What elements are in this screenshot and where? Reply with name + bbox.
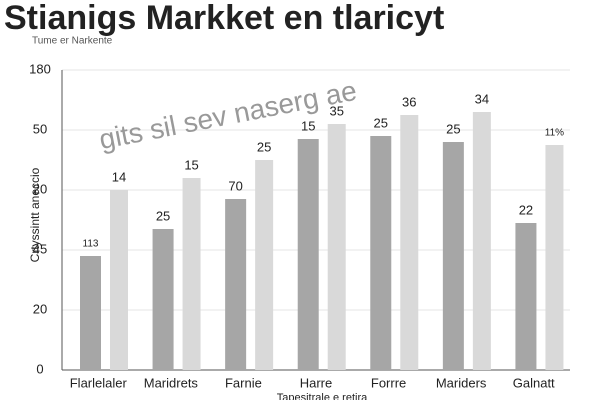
value-label: 15 xyxy=(301,118,315,133)
y-tick-label: 20 xyxy=(33,301,47,316)
bar xyxy=(110,190,128,370)
value-label: 25 xyxy=(374,115,388,130)
y-tick-label: 0 xyxy=(36,361,43,376)
chart-title: Stianigs Markket en tlaricyt xyxy=(4,0,444,37)
bar xyxy=(545,145,564,370)
x-tick-label: Forrre xyxy=(371,375,406,390)
bar xyxy=(515,223,537,370)
value-label: 25 xyxy=(257,139,271,154)
x-tick-label: Maridrets xyxy=(144,375,199,390)
y-axis-label: Crtyssintt aneccio xyxy=(28,167,42,262)
bar xyxy=(442,142,464,370)
x-tick-label: Farnie xyxy=(225,375,262,390)
value-label: 15 xyxy=(184,157,198,172)
value-label: 22 xyxy=(519,202,533,217)
y-tick-label: 50 xyxy=(33,121,47,136)
bar xyxy=(297,139,319,370)
bar xyxy=(370,136,392,370)
x-tick-label: Flarlelaler xyxy=(70,375,128,390)
value-label: 70 xyxy=(228,178,242,193)
value-label: 25 xyxy=(446,121,460,136)
bar xyxy=(327,124,346,370)
value-label: 14 xyxy=(112,169,126,184)
chart-subtitle: Tume er Narkente xyxy=(32,36,113,47)
value-label: 36 xyxy=(402,94,416,109)
watermark: gits sil sev naserg ae xyxy=(97,75,360,155)
value-label: 113 xyxy=(83,239,99,250)
value-label: 35 xyxy=(329,103,343,118)
value-label: 34 xyxy=(475,91,489,106)
bar xyxy=(472,112,491,370)
y-tick-label: 20 xyxy=(33,181,47,196)
bar xyxy=(182,178,201,370)
y-tick-label: 180 xyxy=(29,61,51,76)
x-axis-label: Tapesitrale e retira xyxy=(277,392,368,400)
x-tick-label: Harre xyxy=(300,375,333,390)
bar xyxy=(225,199,247,370)
x-tick-label: Galnatt xyxy=(513,375,555,390)
bar xyxy=(255,160,274,370)
y-tick-label: 45 xyxy=(33,241,47,256)
bar xyxy=(80,256,101,370)
x-tick-label: Mariders xyxy=(436,375,487,390)
value-label: 25 xyxy=(156,208,170,223)
value-label: 11% xyxy=(545,128,564,139)
bar xyxy=(400,115,419,370)
bar xyxy=(152,229,174,370)
